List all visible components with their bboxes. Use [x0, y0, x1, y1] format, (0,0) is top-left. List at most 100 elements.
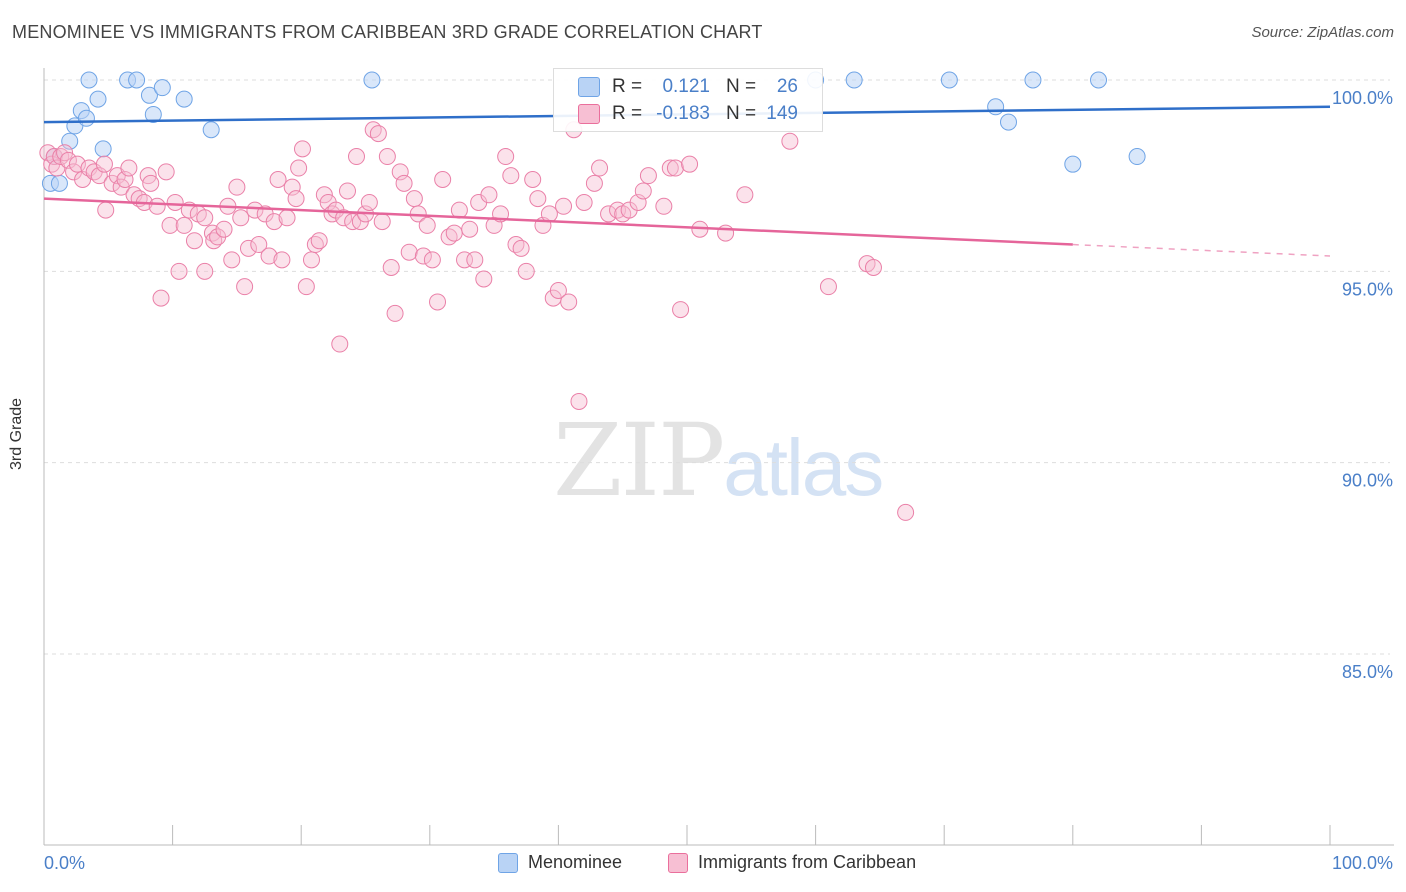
data-point	[223, 251, 241, 269]
data-point	[634, 182, 652, 200]
data-point	[56, 144, 74, 162]
data-point	[140, 86, 158, 104]
data-point	[591, 159, 609, 177]
data-point	[273, 251, 291, 269]
data-point	[260, 247, 278, 265]
data-point	[95, 155, 113, 173]
data-point	[502, 167, 520, 185]
legend-label: Menominee	[528, 852, 623, 872]
data-point	[112, 178, 130, 196]
data-point	[166, 193, 184, 211]
data-point	[681, 155, 699, 173]
legend-swatch-pink	[668, 852, 688, 873]
data-point	[269, 170, 287, 188]
legend-item-caribbean[interactable]: Immigrants from Caribbean	[668, 852, 916, 873]
legend-item-menominee[interactable]: Menominee	[498, 852, 622, 873]
data-point	[347, 148, 365, 166]
data-point	[845, 71, 863, 89]
data-point	[497, 148, 515, 166]
data-point	[202, 121, 220, 139]
data-point	[373, 213, 391, 231]
stats-box: R = 0.121 N = 26 R = -0.183 N = 149	[553, 68, 823, 132]
stats-r-label: R =	[612, 103, 643, 124]
data-point	[236, 278, 254, 296]
data-point	[819, 278, 837, 296]
data-point	[77, 109, 95, 127]
data-point	[1000, 113, 1017, 131]
data-point	[360, 193, 378, 211]
data-point	[293, 140, 311, 158]
data-point	[414, 247, 432, 265]
data-point	[50, 174, 68, 192]
data-point	[445, 224, 463, 242]
y-tick-label: 100.0%	[1332, 88, 1393, 108]
watermark: ZIPatlas	[553, 402, 884, 519]
data-point	[475, 270, 493, 288]
data-point	[315, 186, 333, 204]
data-point	[540, 205, 558, 223]
data-point	[175, 90, 193, 108]
data-point	[89, 90, 107, 108]
source-label: Source: ZipAtlas.com	[1251, 24, 1394, 41]
data-point	[549, 281, 567, 299]
data-point	[1090, 71, 1108, 89]
data-point	[405, 190, 423, 208]
stats-swatch-pink	[578, 104, 600, 124]
data-point	[666, 159, 684, 177]
data-point	[120, 159, 138, 177]
data-point	[196, 262, 214, 280]
data-point	[736, 186, 754, 204]
data-point	[897, 503, 915, 521]
data-point	[517, 262, 535, 280]
data-point	[175, 216, 193, 234]
data-point	[378, 148, 396, 166]
stats-row-caribbean: R = -0.183 N = 149	[554, 100, 822, 128]
data-point	[418, 216, 436, 234]
data-point	[560, 293, 578, 311]
data-point	[250, 236, 268, 254]
stats-r-label: R =	[612, 76, 643, 97]
data-point	[128, 71, 146, 89]
data-point	[672, 301, 690, 319]
data-point	[116, 170, 134, 188]
data-point	[97, 201, 115, 219]
data-point	[297, 278, 315, 296]
legend-label: Immigrants from Caribbean	[698, 852, 917, 872]
data-point	[524, 170, 542, 188]
trend-line-extension	[1072, 243, 1331, 257]
data-point	[153, 79, 171, 97]
data-point	[529, 190, 547, 208]
stats-n-label: N =	[726, 103, 757, 124]
data-point	[940, 71, 958, 89]
data-point	[290, 159, 308, 177]
y-tick-label: 85.0%	[1342, 662, 1393, 682]
data-point	[246, 201, 264, 219]
stats-n-value: 149	[766, 103, 798, 124]
legend-swatch-blue	[498, 852, 518, 873]
data-point	[717, 224, 735, 242]
chart-title: MENOMINEE VS IMMIGRANTS FROM CARIBBEAN 3…	[12, 22, 763, 42]
data-point	[400, 243, 418, 261]
data-point	[480, 186, 498, 204]
data-point	[456, 251, 474, 269]
data-point	[466, 251, 484, 269]
data-point	[386, 304, 404, 322]
data-point	[310, 232, 328, 250]
watermark-zip: ZIP	[553, 402, 725, 519]
data-point	[148, 197, 166, 215]
data-point	[570, 392, 588, 410]
data-point	[142, 174, 160, 192]
data-point	[864, 259, 882, 277]
y-tick-label: 95.0%	[1342, 279, 1393, 299]
data-point	[232, 209, 250, 227]
data-point	[575, 193, 593, 211]
data-point	[239, 239, 257, 257]
trend-line	[43, 197, 1073, 246]
data-point	[161, 216, 179, 234]
data-point	[369, 125, 387, 143]
stats-n-label: N =	[726, 76, 757, 97]
data-point	[144, 105, 162, 123]
data-point	[278, 209, 296, 227]
data-point	[655, 197, 673, 215]
